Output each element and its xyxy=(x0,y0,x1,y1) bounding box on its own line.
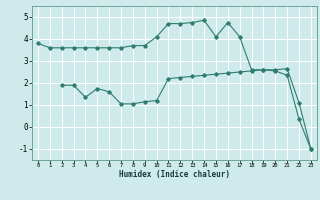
X-axis label: Humidex (Indice chaleur): Humidex (Indice chaleur) xyxy=(119,170,230,179)
